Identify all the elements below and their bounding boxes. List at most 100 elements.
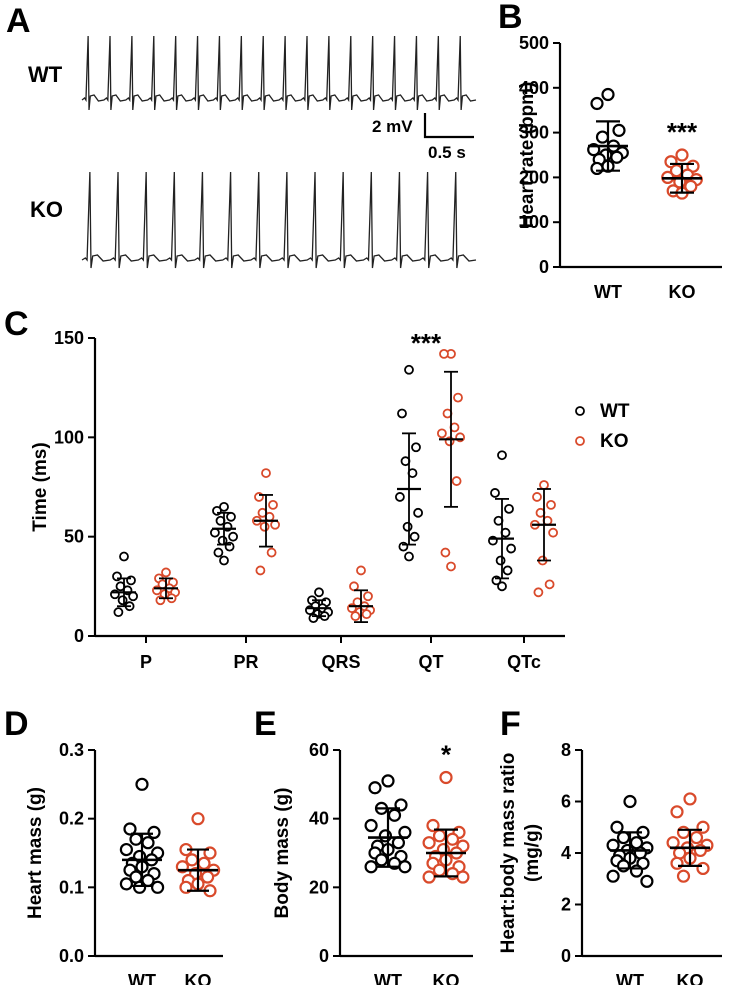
data-point-wt (123, 822, 137, 836)
data-point-wt (413, 507, 424, 518)
data-point-wt (601, 87, 615, 102)
data-point-wt (409, 531, 420, 542)
x-tick-label: WT (616, 971, 644, 985)
y-tick-label: 200 (519, 167, 549, 187)
data-point-wt (314, 587, 324, 598)
data-point-wt (610, 150, 624, 164)
data-point-wt (117, 595, 128, 606)
data-point-wt (374, 853, 389, 867)
x-tick-label: WT (594, 282, 622, 302)
y-tick-label: 0 (561, 946, 571, 966)
ecg-trace-wt (81, 35, 477, 111)
y-tick-label: 150 (54, 328, 84, 348)
data-point-wt (590, 96, 604, 111)
data-point-ko (255, 565, 266, 576)
y-axis-label: Heart rate (bpm) (517, 82, 538, 229)
y-tick-label: 0.1 (59, 877, 84, 897)
panel-letter: E (254, 705, 277, 743)
y-axis-label: Heart:body mass ratio (498, 753, 519, 954)
data-point-wt (141, 836, 155, 850)
data-point-ko (432, 863, 447, 877)
data-point-ko (422, 836, 436, 850)
y-tick-label: 40 (309, 809, 329, 829)
data-point-wt (606, 869, 620, 883)
scale-bar (423, 113, 474, 139)
data-point-wt (612, 123, 626, 137)
y-tick-label: 0 (319, 946, 329, 966)
data-point-wt (219, 555, 229, 566)
x-tick-label: WT (374, 971, 402, 985)
data-point-ko (446, 561, 456, 572)
data-point-wt (381, 774, 395, 788)
data-point-wt (640, 874, 654, 888)
y-axis-label: Body mass (g) (272, 788, 293, 919)
data-point-wt (402, 521, 413, 532)
data-point-wt (129, 832, 143, 846)
x-tick-label: PR (233, 652, 258, 672)
data-point-ko (539, 480, 549, 490)
x-tick-label: P (140, 652, 152, 672)
data-point-wt (151, 880, 165, 894)
data-point-wt (368, 781, 382, 795)
data-point-wt (217, 535, 228, 546)
data-point-ko (426, 818, 440, 833)
data-point-ko (422, 870, 436, 884)
y-tick-label: 6 (561, 792, 571, 812)
data-point-ko (670, 856, 684, 870)
data-point-wt (504, 503, 514, 514)
data-point-wt (364, 860, 378, 874)
data-point-ko (439, 348, 449, 359)
data-point-wt (209, 527, 220, 538)
panel-a-ecg: A WT KO 2 mV 0.5 s (6, 2, 477, 269)
data-point-wt (226, 511, 236, 522)
y-tick-label: 300 (519, 123, 549, 143)
significance-marker: * (441, 739, 452, 769)
data-point-wt (364, 818, 378, 833)
panel-b: B 0 100 200 300 400 500 Heart rate (bpm) WT KO *** (498, 0, 722, 302)
significance-marker: *** (667, 117, 698, 147)
y-tick-label: 2 (561, 895, 571, 915)
data-point-wt (623, 794, 637, 809)
data-point-ko (533, 587, 544, 598)
data-point-ko (456, 870, 470, 884)
panel-d: D 0.0 0.1 0.2 0.3 Heart mass (g) WT KO (4, 705, 223, 985)
data-point-ko (270, 519, 281, 530)
data-point-ko (453, 392, 463, 403)
data-point-ko (532, 492, 542, 502)
panel-letter: D (4, 705, 29, 743)
data-point-ko (676, 869, 691, 883)
trace-label-wt: WT (28, 62, 63, 87)
data-point-ko (689, 830, 704, 845)
data-point-ko (696, 820, 710, 834)
data-point-wt (495, 555, 506, 566)
data-point-ko (161, 567, 171, 578)
data-point-ko (451, 476, 462, 486)
data-point-wt (394, 492, 405, 502)
data-point-wt (219, 501, 229, 512)
panel-letter: B (498, 0, 523, 36)
data-point-ko (696, 861, 710, 876)
data-point-ko (356, 565, 366, 576)
data-point-ko (546, 499, 556, 510)
legend-label: WT (600, 401, 630, 422)
data-point-ko (268, 499, 278, 510)
data-point-wt (398, 860, 412, 874)
scale-label-mv: 2 mV (372, 117, 413, 136)
panel-e: E 0 20 40 60 Body mass (g) WT KO * (254, 705, 473, 985)
y-axis-label: (mg/g) (522, 824, 543, 882)
significance-marker: *** (411, 328, 442, 358)
data-point-ko (676, 825, 691, 840)
data-point-wt (378, 829, 392, 843)
data-point-ko (445, 832, 460, 846)
y-axis-label: Heart mass (g) (25, 787, 46, 919)
legend-label: KO (600, 431, 629, 452)
panel-letter: C (4, 305, 29, 343)
y-tick-label: 20 (309, 877, 329, 897)
data-point-wt (502, 565, 513, 576)
data-point-wt (497, 581, 507, 592)
x-tick-label: WT (128, 971, 156, 985)
panel-f: F 0 2 4 6 8 Heart:body mass ratio (mg/g) WT KO (498, 705, 722, 985)
data-point-wt (228, 531, 239, 542)
y-tick-label: 4 (561, 843, 571, 863)
data-point-wt (119, 551, 129, 562)
